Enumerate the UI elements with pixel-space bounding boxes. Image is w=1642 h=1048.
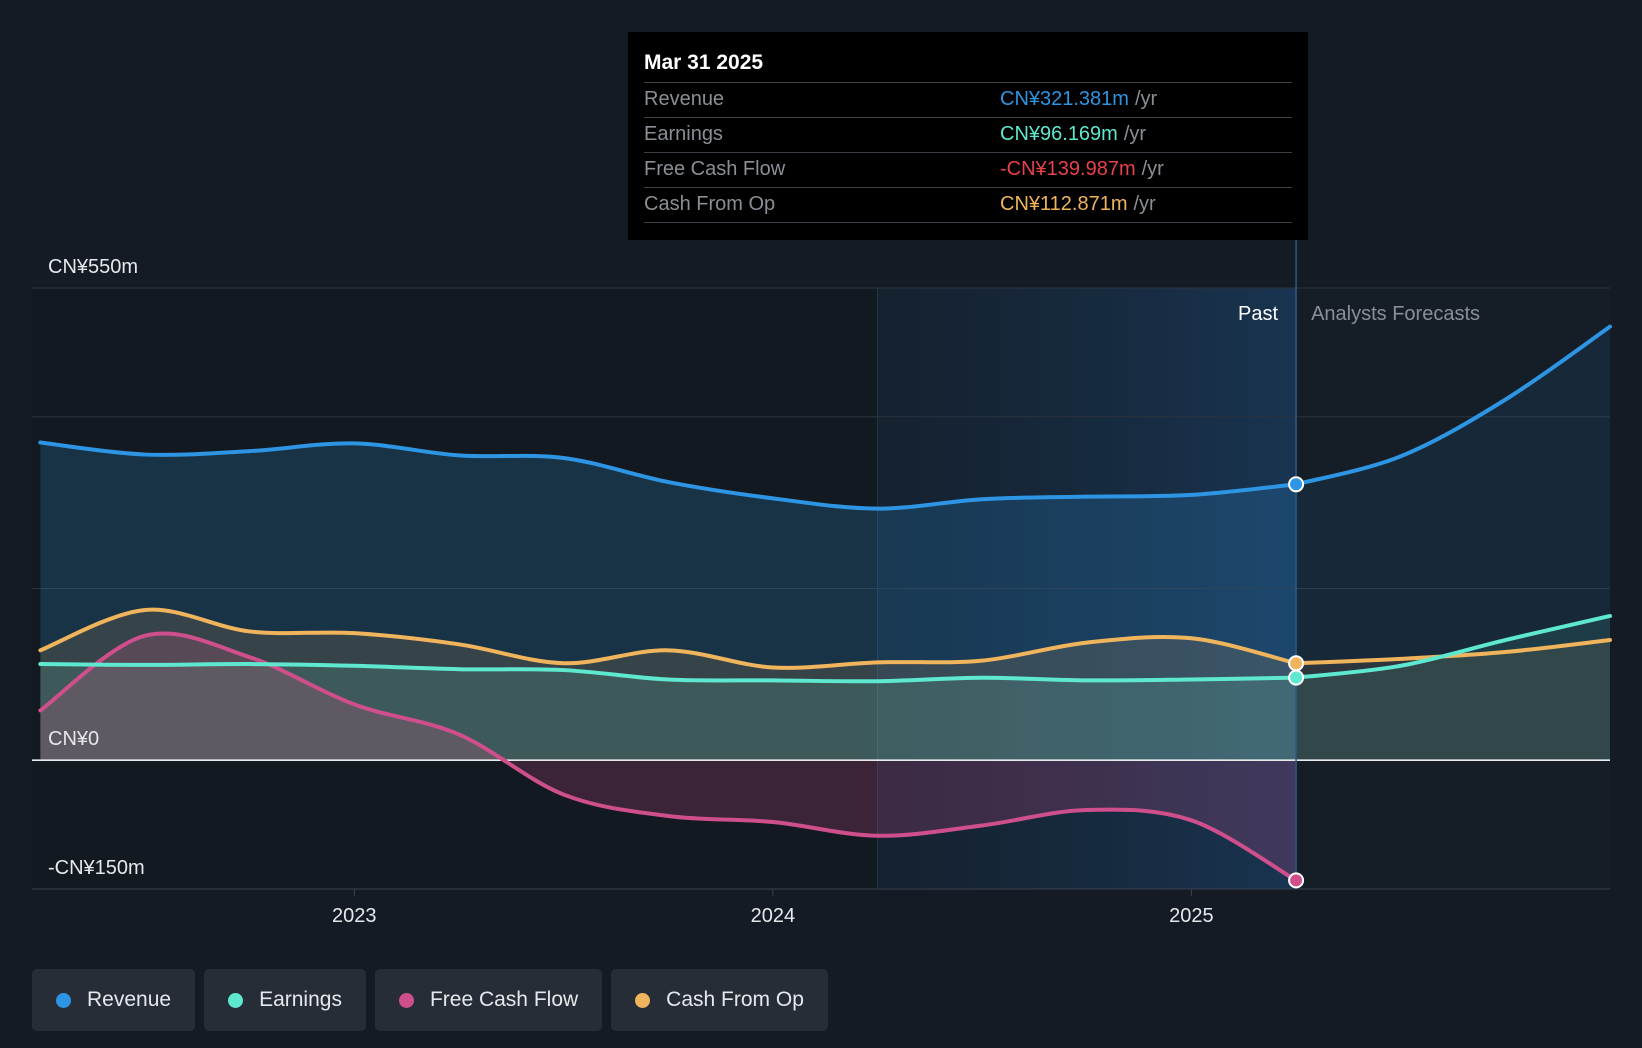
legend-dot-icon xyxy=(398,992,414,1008)
y-tick-label: CN¥550m xyxy=(48,256,138,278)
tooltip-date: Mar 31 2025 xyxy=(644,46,1292,83)
tooltip-label: Revenue xyxy=(644,88,725,110)
legend: Revenue Earnings Free Cash Flow Cash Fro… xyxy=(32,969,828,1031)
legend-label: Earnings xyxy=(259,988,342,1011)
legend-dot-icon xyxy=(635,992,651,1008)
y-tick-label: -CN¥150m xyxy=(48,857,145,879)
cash-from-op-marker xyxy=(1288,655,1305,672)
legend-label: Revenue xyxy=(87,988,172,1011)
tooltip-unit: /yr xyxy=(1133,193,1156,215)
x-tick-label: 2024 xyxy=(751,905,796,927)
revenue-area xyxy=(40,442,1297,761)
tooltip-label: Free Cash Flow xyxy=(644,158,786,180)
cash-from-op-area xyxy=(40,609,1297,761)
x-tick-label: 2025 xyxy=(1169,905,1214,927)
legend-item-revenue[interactable]: Revenue xyxy=(32,969,196,1031)
tooltip-label: Earnings xyxy=(644,123,723,145)
free-cash-flow-area xyxy=(40,633,1297,881)
cash-from-op-forecast-line xyxy=(1294,638,1612,666)
legend-dot-icon xyxy=(56,992,71,1008)
forecast-label: Analysts Forecasts xyxy=(1311,303,1480,325)
tooltip-row-revenue: Revenue CN¥321.381m/yr xyxy=(644,83,1292,118)
tooltip: Mar 31 2025 Revenue CN¥321.381m/yr Earni… xyxy=(628,32,1308,240)
earnings-marker xyxy=(1288,669,1305,686)
legend-dot-icon xyxy=(228,992,244,1008)
tooltip-unit: /yr xyxy=(1141,158,1164,180)
tooltip-value-wrap: CN¥112.871m/yr xyxy=(1000,188,1156,221)
tooltip-unit: /yr xyxy=(1134,88,1158,110)
cash-from-op-line xyxy=(38,607,1299,670)
legend-item-free-cash-flow[interactable]: Free Cash Flow xyxy=(374,969,603,1031)
tooltip-value-wrap: -CN¥139.987m/yr xyxy=(1000,153,1164,186)
legend-item-earnings[interactable]: Earnings xyxy=(204,969,366,1031)
tooltip-unit: /yr xyxy=(1123,123,1147,145)
legend-label: Free Cash Flow xyxy=(429,988,579,1011)
tooltip-value-wrap: CN¥321.381m/yr xyxy=(1000,83,1157,116)
legend-label: Cash From Op xyxy=(666,988,804,1011)
tooltip-row-earnings: Earnings CN¥96.169m/yr xyxy=(644,118,1292,153)
revenue-forecast-area xyxy=(1296,326,1610,761)
tooltip-value: -CN¥139.987m xyxy=(1000,158,1136,180)
free-cash-flow-marker xyxy=(1288,872,1305,889)
tooltip-row-free-cash-flow: Free Cash Flow -CN¥139.987m/yr xyxy=(644,153,1292,188)
earnings-area xyxy=(40,664,1297,761)
tooltip-row-cash-from-op: Cash From Op CN¥112.871m/yr xyxy=(644,188,1292,223)
earnings-line xyxy=(38,662,1299,684)
tooltip-value-wrap: CN¥96.169m/yr xyxy=(1000,118,1146,151)
past-label: Past xyxy=(1238,303,1278,325)
legend-item-cash-from-op[interactable]: Cash From Op xyxy=(611,969,828,1031)
y-tick-label: CN¥0 xyxy=(48,728,99,750)
earnings-forecast-area xyxy=(1296,615,1610,761)
revenue-marker xyxy=(1288,476,1305,493)
revenue-line xyxy=(38,440,1299,511)
free-cash-flow-line xyxy=(38,631,1299,883)
revenue-forecast-line xyxy=(1294,324,1612,487)
earnings-forecast-line xyxy=(1294,613,1612,680)
tooltip-label: Cash From Op xyxy=(644,193,776,215)
tooltip-value: CN¥112.871m xyxy=(1000,193,1128,215)
tooltip-value: CN¥321.381m xyxy=(1000,88,1129,110)
x-tick-label: 2023 xyxy=(332,905,377,927)
tooltip-value: CN¥96.169m xyxy=(1000,123,1118,145)
